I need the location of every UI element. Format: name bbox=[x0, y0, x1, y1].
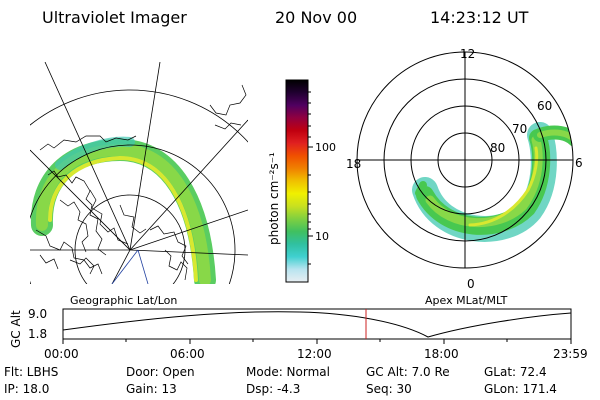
colorbar: 100 10 photon cm⁻²s⁻¹ bbox=[267, 79, 336, 283]
orbit-plot: GC Alt 9.0 1.8 00:00 06:00 12:00 18:00 2… bbox=[9, 307, 588, 361]
orbit-altitude-curve bbox=[62, 311, 572, 338]
orbit-y-tick-max: 9.0 bbox=[28, 307, 47, 321]
info-gc-alt: GC Alt: 7.0 Re bbox=[366, 365, 450, 379]
mlat-label-60: 60 bbox=[537, 99, 552, 113]
info-dsp: Dsp: -4.3 bbox=[246, 382, 301, 396]
orbit-plot-frame bbox=[62, 308, 572, 340]
orbit-x-tick-1800: 18:00 bbox=[424, 347, 459, 361]
orbit-y-tick-min: 1.8 bbox=[28, 327, 47, 341]
info-gain: Gain: 13 bbox=[126, 382, 177, 396]
info-glon: GLon: 171.4 bbox=[484, 382, 557, 396]
geo-map bbox=[30, 62, 248, 284]
time-label: 14:23:12 UT bbox=[430, 8, 529, 27]
polar-grid bbox=[356, 51, 574, 269]
mlt-label-12: 12 bbox=[460, 47, 475, 61]
info-glat: GLat: 72.4 bbox=[484, 365, 547, 379]
colorbar-unit-label: photon cm⁻²s⁻¹ bbox=[267, 152, 281, 245]
geo-graticule bbox=[30, 62, 248, 284]
orbit-x-tick-0000: 00:00 bbox=[44, 347, 79, 361]
info-mode: Mode: Normal bbox=[246, 365, 330, 379]
orbit-x-ticks bbox=[62, 339, 572, 344]
geo-coastlines bbox=[35, 84, 247, 281]
polar-plot: 12 18 6 0 60 70 80 bbox=[346, 47, 583, 291]
mlt-label-6: 6 bbox=[575, 156, 583, 170]
colorbar-swatch bbox=[286, 80, 308, 282]
info-ip: IP: 18.0 bbox=[4, 382, 50, 396]
info-seq: Seq: 30 bbox=[366, 382, 412, 396]
info-filter: Flt: LBHS bbox=[4, 365, 59, 379]
colorbar-tick-100: 100 bbox=[315, 141, 336, 154]
date-label: 20 Nov 00 bbox=[275, 8, 358, 27]
colorbar-tick-10: 10 bbox=[315, 230, 329, 243]
info-door: Door: Open bbox=[126, 365, 195, 379]
geo-meridian-lines bbox=[111, 249, 149, 284]
colorbar-ticks bbox=[308, 91, 313, 265]
polar-plot-label: Apex MLat/MLT bbox=[425, 294, 508, 307]
orbit-y-label: GC Alt bbox=[9, 310, 23, 348]
geo-map-label: Geographic Lat/Lon bbox=[70, 294, 177, 307]
instrument-title: Ultraviolet Imager bbox=[42, 8, 187, 27]
colorbar-frame bbox=[285, 79, 309, 283]
mlt-label-0: 0 bbox=[467, 277, 475, 291]
mlat-label-70: 70 bbox=[512, 122, 527, 136]
orbit-x-tick-0600: 06:00 bbox=[170, 347, 205, 361]
orbit-x-tick-2359: 23:59 bbox=[553, 347, 588, 361]
mlt-label-18: 18 bbox=[346, 157, 361, 171]
mlat-label-80: 80 bbox=[490, 141, 505, 155]
orbit-x-tick-1200: 12:00 bbox=[297, 347, 332, 361]
geo-aurora-oval bbox=[30, 136, 216, 284]
